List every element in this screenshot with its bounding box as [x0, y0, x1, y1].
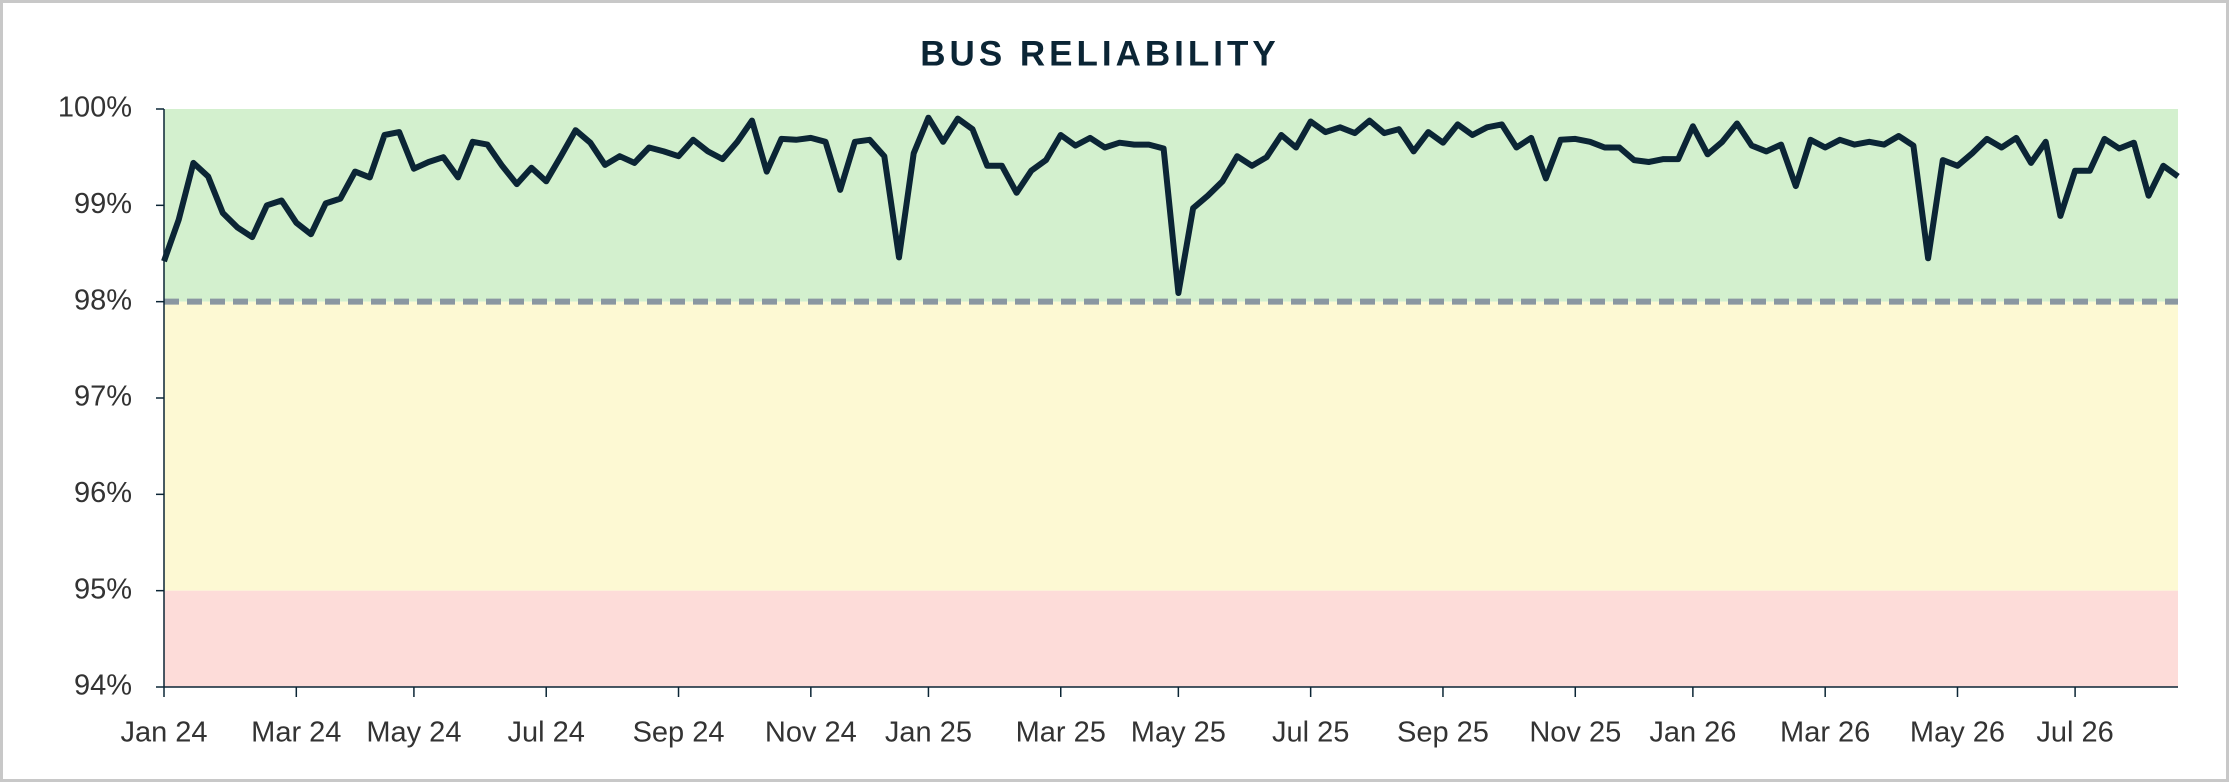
y-tick-label: 100% — [58, 92, 132, 124]
x-tick-label: Sep 24 — [633, 717, 725, 749]
y-tick-label: 98% — [74, 284, 132, 316]
x-tick-label: Jul 24 — [508, 717, 585, 749]
x-tick-label: Jan 26 — [1649, 717, 1736, 749]
x-tick-label: May 25 — [1131, 717, 1226, 749]
x-tick-label: Mar 24 — [251, 717, 341, 749]
x-tick-label: Jan 25 — [885, 717, 972, 749]
x-tick-label: Jan 24 — [120, 717, 207, 749]
band — [164, 590, 2178, 687]
y-tick-label: 95% — [74, 573, 132, 605]
x-tick-label: Jul 26 — [2036, 717, 2113, 749]
x-tick-label: May 26 — [1910, 717, 2005, 749]
x-tick-label: Nov 25 — [1529, 717, 1621, 749]
x-tick-label: May 24 — [366, 717, 461, 749]
y-tick-label: 97% — [74, 381, 132, 413]
y-tick-label: 96% — [74, 477, 132, 509]
x-tick-label: Mar 26 — [1780, 717, 1870, 749]
y-tick-label: 99% — [74, 188, 132, 220]
data-line — [161, 114, 2180, 296]
x-tick-label: Nov 24 — [765, 717, 857, 749]
x-tick-label: Jul 25 — [1272, 717, 1349, 749]
y-tick-label: 94% — [74, 670, 132, 702]
chart-title: BUS RELIABILITY — [920, 34, 1279, 73]
x-tick-label: Mar 25 — [1016, 717, 1106, 749]
x-tick-label: Sep 25 — [1397, 717, 1489, 749]
band — [164, 301, 2178, 591]
